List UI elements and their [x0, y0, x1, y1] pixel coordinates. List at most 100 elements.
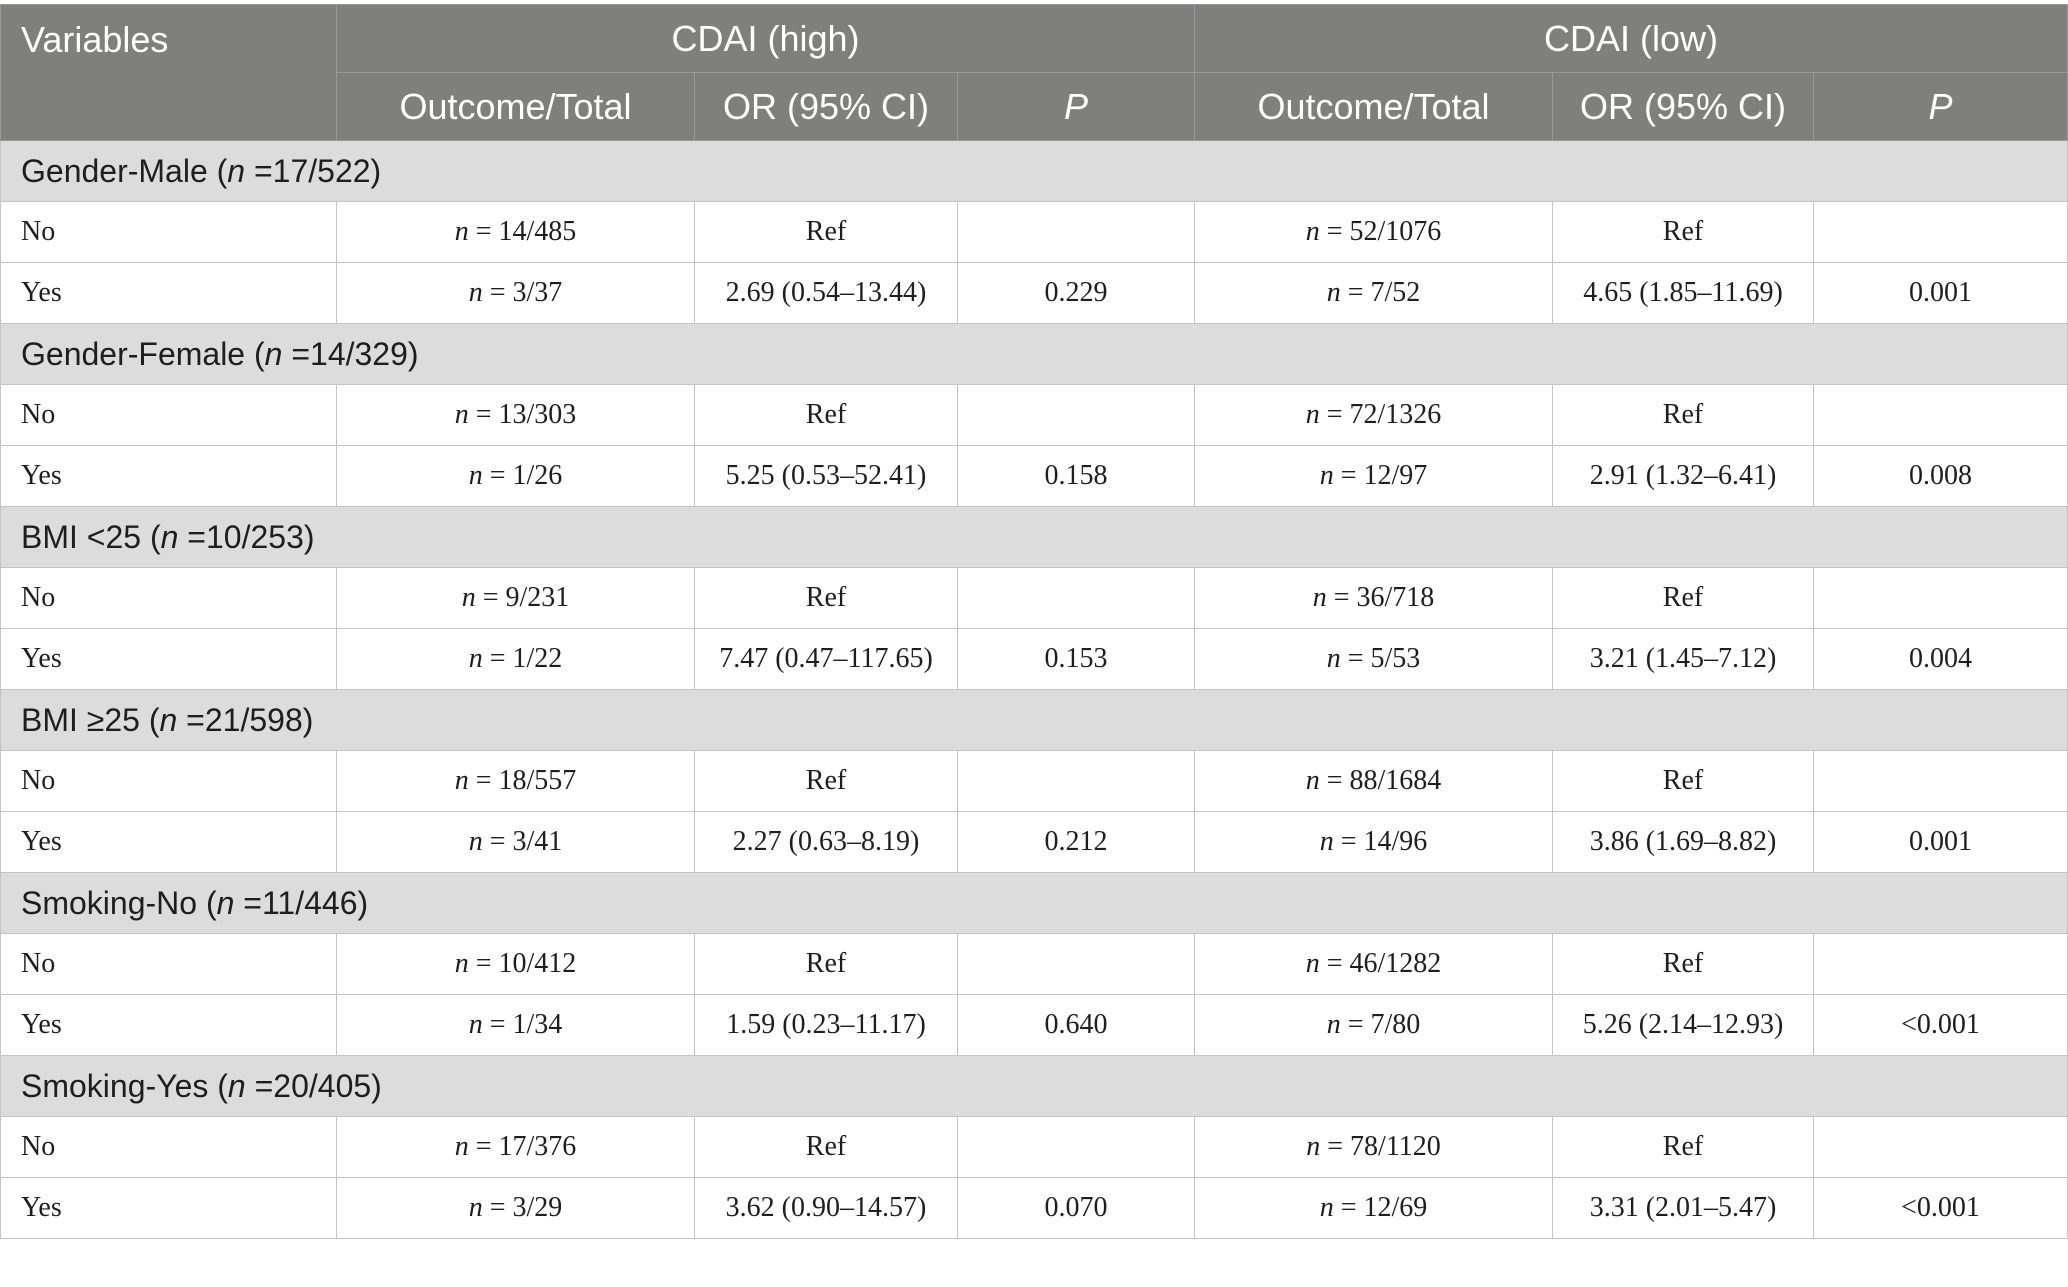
- group-label: BMI <25 (n =10/253): [0, 506, 2068, 568]
- count-value: = 1/34: [489, 1009, 563, 1040]
- cell-p-high: 0.229: [956, 262, 1196, 324]
- cell-p-low: [1813, 201, 2068, 263]
- group-label-count: =10/253): [178, 518, 315, 555]
- cell-or-low: 4.65 (1.85–11.69): [1552, 262, 1815, 324]
- cell-outcome-total-low: n = 12/97: [1194, 445, 1554, 507]
- count-value: = 46/1282: [1326, 948, 1442, 979]
- cell-p-low: [1813, 933, 2068, 995]
- count-value: = 12/97: [1340, 460, 1428, 491]
- n-symbol: n: [1306, 1131, 1321, 1162]
- row-label: Yes: [0, 445, 337, 507]
- group-label-n: n: [227, 1067, 246, 1104]
- count-value: = 3/41: [489, 826, 563, 857]
- n-symbol: n: [468, 460, 483, 491]
- group-row: BMI <25 (n =10/253): [0, 506, 2068, 568]
- cell-or-low: Ref: [1552, 384, 1815, 446]
- group-label-n: n: [264, 335, 283, 372]
- cell-or-high: 5.25 (0.53–52.41): [694, 445, 958, 507]
- cell-or-low: Ref: [1552, 201, 1815, 263]
- n-symbol: n: [1319, 1192, 1334, 1223]
- header-cdai-high: CDAI (high): [335, 4, 1196, 73]
- group-row: Gender-Male (n =17/522): [0, 140, 2068, 202]
- row-label: No: [0, 933, 337, 995]
- n-symbol: n: [1319, 460, 1334, 491]
- group-row: Smoking-Yes (n =20/405): [0, 1055, 2068, 1117]
- table-row: Yes n = 3/41 2.27 (0.63–8.19) 0.212 n = 14/9…: [0, 811, 2068, 873]
- cell-or-low: Ref: [1552, 750, 1815, 812]
- cell-outcome-total-high: n = 14/485: [336, 201, 695, 263]
- group-label: Smoking-Yes (n =20/405): [0, 1055, 2068, 1117]
- group-label-count: =20/405): [245, 1067, 382, 1104]
- cell-or-low: 3.31 (2.01–5.47): [1552, 1177, 1815, 1239]
- count-value: = 3/29: [489, 1192, 563, 1223]
- cell-outcome-total-low: n = 78/1120: [1194, 1116, 1554, 1178]
- cell-p-low: <0.001: [1813, 1177, 2068, 1239]
- cell-p-low: 0.008: [1813, 445, 2068, 507]
- cell-p-high: 0.070: [956, 1177, 1196, 1239]
- cell-p-low: <0.001: [1813, 994, 2068, 1056]
- cell-outcome-total-low: n = 12/69: [1194, 1177, 1554, 1239]
- cell-outcome-total-low: n = 7/80: [1194, 994, 1554, 1056]
- n-symbol: n: [454, 1131, 469, 1162]
- table-row: No n = 10/412 Ref n = 46/1282 Ref: [0, 933, 2068, 995]
- header-or-high: OR (95% CI): [694, 72, 958, 141]
- header-variables: Variables: [0, 4, 337, 141]
- cell-or-high: Ref: [694, 1116, 958, 1178]
- cell-outcome-total-low: n = 52/1076: [1194, 201, 1554, 263]
- count-value: = 9/231: [482, 582, 570, 613]
- table-row: No n = 14/485 Ref n = 52/1076 Ref: [0, 201, 2068, 263]
- n-symbol: n: [1326, 1009, 1341, 1040]
- n-symbol: n: [1326, 643, 1341, 674]
- count-value: = 12/69: [1340, 1192, 1428, 1223]
- header-p-low: P: [1813, 72, 2068, 141]
- cell-outcome-total-high: n = 13/303: [336, 384, 695, 446]
- group-label-prefix: Gender-Female (: [21, 335, 265, 372]
- cell-p-low: 0.004: [1813, 628, 2068, 690]
- group-label-count: =11/446): [234, 884, 369, 921]
- cell-or-high: 2.69 (0.54–13.44): [694, 262, 958, 324]
- cell-p-high: [956, 201, 1196, 263]
- table-row: No n = 18/557 Ref n = 88/1684 Ref: [0, 750, 2068, 812]
- n-symbol: n: [468, 643, 483, 674]
- row-label: No: [0, 1116, 337, 1178]
- cell-outcome-total-high: n = 18/557: [336, 750, 695, 812]
- cell-or-low: 5.26 (2.14–12.93): [1552, 994, 1815, 1056]
- cell-p-high: 0.153: [956, 628, 1196, 690]
- table-row: No n = 9/231 Ref n = 36/718 Ref: [0, 567, 2068, 629]
- n-symbol: n: [1319, 826, 1334, 857]
- group-label: BMI ≥25 (n =21/598): [0, 689, 2068, 751]
- count-value: = 72/1326: [1326, 399, 1442, 430]
- group-label-prefix: BMI <25 (: [21, 518, 161, 555]
- count-value: = 1/26: [489, 460, 563, 491]
- group-label-n: n: [216, 884, 235, 921]
- count-value: = 10/412: [475, 948, 577, 979]
- n-symbol: n: [461, 582, 476, 613]
- n-symbol: n: [1305, 216, 1320, 247]
- table-row: Yes n = 1/34 1.59 (0.23–11.17) 0.640 n = 7/8…: [0, 994, 2068, 1056]
- cell-outcome-total-high: n = 3/41: [336, 811, 695, 873]
- group-label: Gender-Female (n =14/329): [0, 323, 2068, 385]
- table-row: Yes n = 1/22 7.47 (0.47–117.65) 0.153 n = 5/…: [0, 628, 2068, 690]
- count-value: = 3/37: [489, 277, 563, 308]
- count-value: = 14/96: [1340, 826, 1428, 857]
- n-symbol: n: [454, 216, 469, 247]
- cell-outcome-total-low: n = 5/53: [1194, 628, 1554, 690]
- n-symbol: n: [468, 826, 483, 857]
- n-symbol: n: [1305, 765, 1320, 796]
- group-row: BMI ≥25 (n =21/598): [0, 689, 2068, 751]
- row-label: Yes: [0, 262, 337, 324]
- cell-or-high: Ref: [694, 567, 958, 629]
- cell-or-high: 1.59 (0.23–11.17): [694, 994, 958, 1056]
- group-label-prefix: BMI ≥25 (: [21, 701, 160, 738]
- table-row: Yes n = 1/26 5.25 (0.53–52.41) 0.158 n = 12/…: [0, 445, 2068, 507]
- group-label-prefix: Gender-Male (: [21, 152, 228, 189]
- cell-outcome-total-high: n = 3/37: [336, 262, 695, 324]
- cell-outcome-total-high: n = 10/412: [336, 933, 695, 995]
- cell-p-low: [1813, 567, 2068, 629]
- cell-or-low: 3.86 (1.69–8.82): [1552, 811, 1815, 873]
- cell-or-low: 2.91 (1.32–6.41): [1552, 445, 1815, 507]
- cell-outcome-total-high: n = 1/26: [336, 445, 695, 507]
- n-symbol: n: [1312, 582, 1327, 613]
- cell-p-high: [956, 567, 1196, 629]
- count-value: = 17/376: [475, 1131, 577, 1162]
